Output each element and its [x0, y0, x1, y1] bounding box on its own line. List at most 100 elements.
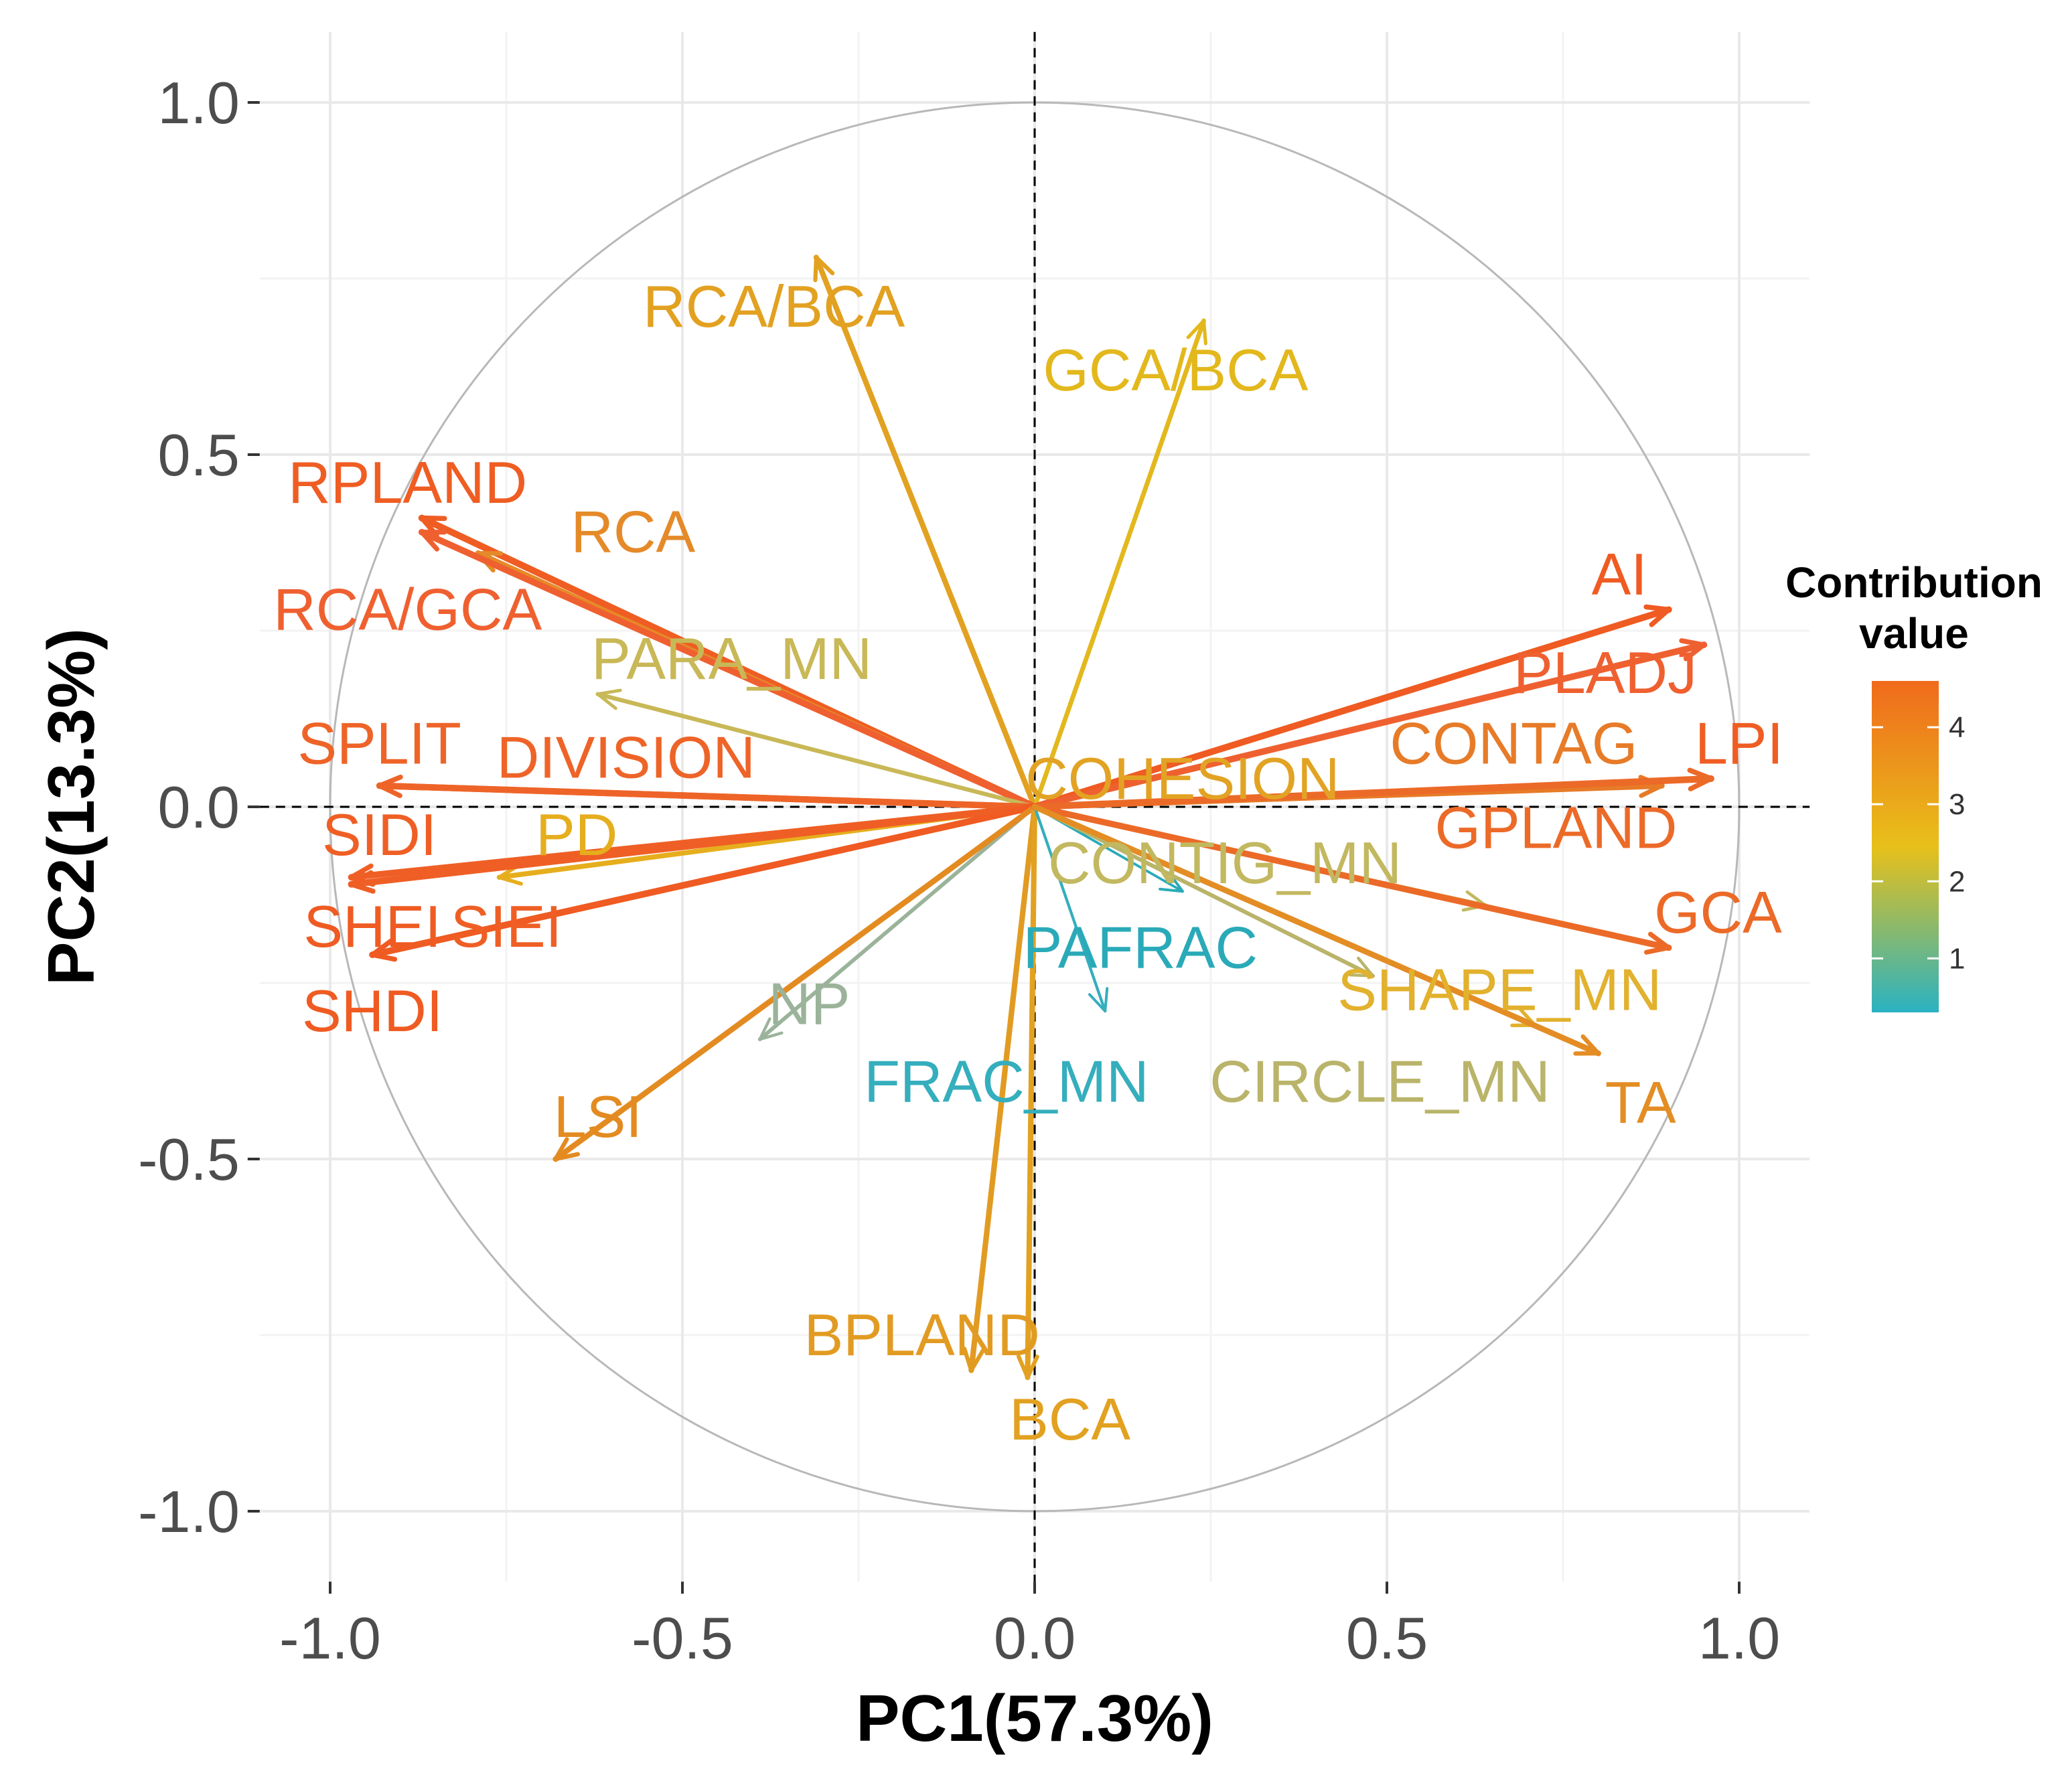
arrow-shaft-gca: [1031, 803, 1672, 951]
label-sidi: SIDI: [322, 801, 437, 868]
arrow-division: [376, 775, 1038, 810]
arrow-para-mn: [595, 688, 1037, 810]
x-tick-label: -0.5: [632, 1605, 733, 1671]
arrow-head-bca: [1016, 1354, 1039, 1380]
label-bpland: BPLAND: [804, 1302, 1040, 1368]
arrow-gca: [1031, 803, 1672, 955]
arrow-shaft-para-mn: [595, 692, 1037, 810]
label-frac-mn: FRAC_MN: [864, 1048, 1149, 1114]
x-axis-title: PC1(57.3%): [856, 1681, 1213, 1755]
legend-tick-label: 4: [1949, 711, 1965, 744]
label-shei: SHEI: [303, 893, 441, 959]
arrow-head-rpland: [419, 515, 447, 538]
label-split: SPLIT: [297, 710, 461, 776]
label-gca-bca: GCA/BCA: [1043, 337, 1308, 403]
label-gpland: GPLAND: [1435, 795, 1678, 861]
arrow-head-rca-gca: [419, 530, 447, 552]
arrow-shaft-bpland: [968, 803, 1038, 1373]
arrow-head-pladj: [1679, 638, 1707, 662]
arrow-head-ta: [1573, 1034, 1601, 1056]
x-tick-label: 0.5: [1346, 1605, 1428, 1671]
y-tick-label: 1.0: [157, 70, 239, 136]
arrow-frac-mn: [1033, 805, 1109, 1013]
arrow-head-pafrac: [1159, 871, 1184, 893]
label-pd: PD: [536, 801, 617, 868]
arrow-shaft-circle-mn: [1032, 804, 1376, 978]
arrow-pladj: [1031, 638, 1708, 810]
arrow-shaft-siei: [348, 803, 1038, 888]
y-axis-title: PC2(13.3%): [34, 628, 108, 986]
label-gca: GCA: [1654, 879, 1782, 945]
label-cohesion: COHESION: [1025, 745, 1339, 812]
arrow-head-para-mn: [596, 688, 622, 710]
legend-colorbar: [1872, 681, 1939, 1012]
arrow-shdi: [369, 803, 1038, 962]
y-tick-label: 0.0: [157, 774, 239, 840]
arrow-shaft-ai: [1031, 606, 1672, 810]
arrow-ta: [1031, 803, 1601, 1057]
arrow-head-siei: [348, 870, 376, 894]
arrow-shaft-rca-gca: [418, 528, 1038, 810]
variable-labels: RCA/BCA GCA/BCA RPLAND RCA RCA/GCA PARA_MN SPL…: [273, 273, 1783, 1452]
y-tick-label: -0.5: [138, 1126, 240, 1192]
label-siei: SIEI: [451, 893, 562, 959]
arrow-shaft-gca-bca: [1032, 318, 1206, 810]
legend-ticks: 1 2 3 4: [1872, 711, 1965, 975]
legend-tick-label: 1: [1949, 942, 1965, 975]
label-ta: TA: [1605, 1069, 1676, 1136]
y-tick-label: 0.5: [157, 422, 239, 488]
legend-title-line2: value: [1859, 609, 1969, 658]
label-lsi: LSI: [554, 1083, 642, 1150]
arrow-head-gpland: [1687, 767, 1714, 791]
arrow-np: [757, 805, 1037, 1042]
label-shdi: SHDI: [302, 978, 443, 1044]
arrow-shaft-pladj: [1031, 641, 1708, 810]
label-circle-mn: CIRCLE_MN: [1209, 1048, 1550, 1114]
arrow-head-gca: [1643, 931, 1672, 955]
y-tick-label: -1.0: [138, 1478, 240, 1545]
label-division: DIVISION: [497, 724, 755, 790]
arrow-gca-bca: [1032, 318, 1207, 810]
arrow-shaft-bca: [1025, 803, 1038, 1381]
arrow-head-frac-mn: [1088, 987, 1109, 1013]
arrow-gpland: [1031, 767, 1714, 810]
label-contig-mn: CONTIG_MN: [1048, 830, 1402, 896]
arrow-shaft-np: [757, 805, 1037, 1042]
legend-tick-label: 3: [1949, 788, 1965, 821]
arrow-head-division: [377, 775, 403, 798]
arrow-shaft-rca-bca: [813, 254, 1038, 810]
arrow-shaft-shdi: [369, 803, 1038, 958]
arrow-head-bpland: [962, 1346, 985, 1373]
label-shape-mn: SHAPE_MN: [1337, 957, 1661, 1023]
arrow-ai: [1031, 604, 1672, 810]
label-ai: AI: [1592, 541, 1647, 607]
arrow-shaft-division: [376, 782, 1038, 810]
arrow-shaft-gpland: [1031, 775, 1714, 810]
arrow-lsi: [552, 803, 1038, 1162]
label-rca: RCA: [571, 499, 695, 565]
arrow-shaft-lsi: [552, 803, 1038, 1162]
x-tick-label: 0.0: [994, 1605, 1076, 1671]
label-rpland: RPLAND: [288, 449, 527, 516]
arrow-head-rca-bca: [813, 255, 835, 283]
label-np: NP: [768, 971, 850, 1037]
arrow-rca-gca: [418, 528, 1038, 810]
arrow-head-circle-mn: [1348, 956, 1375, 978]
arrow-head-np: [758, 1017, 784, 1041]
legend-tick-label: 2: [1949, 865, 1965, 898]
arrow-siei: [348, 803, 1038, 894]
x-axis-ticks: -1.0 -0.5 0.0 0.5 1.0: [279, 1582, 1780, 1671]
arrow-head-lsi: [553, 1137, 581, 1162]
arrow-bpland: [962, 803, 1038, 1373]
arrow-circle-mn: [1032, 804, 1376, 978]
variable-arrows: [348, 254, 1714, 1381]
x-tick-label: 1.0: [1698, 1605, 1780, 1671]
legend-title-line1: Contribution: [1785, 558, 2043, 607]
arrow-bca: [1016, 803, 1039, 1381]
arrow-head-gca-bca: [1186, 319, 1207, 345]
legend: Contribution value 1 2 3 4: [1785, 558, 2043, 1012]
label-lpi: LPI: [1695, 710, 1783, 776]
label-pladj: PLADJ: [1513, 639, 1697, 706]
arrow-head-ai: [1643, 604, 1672, 627]
